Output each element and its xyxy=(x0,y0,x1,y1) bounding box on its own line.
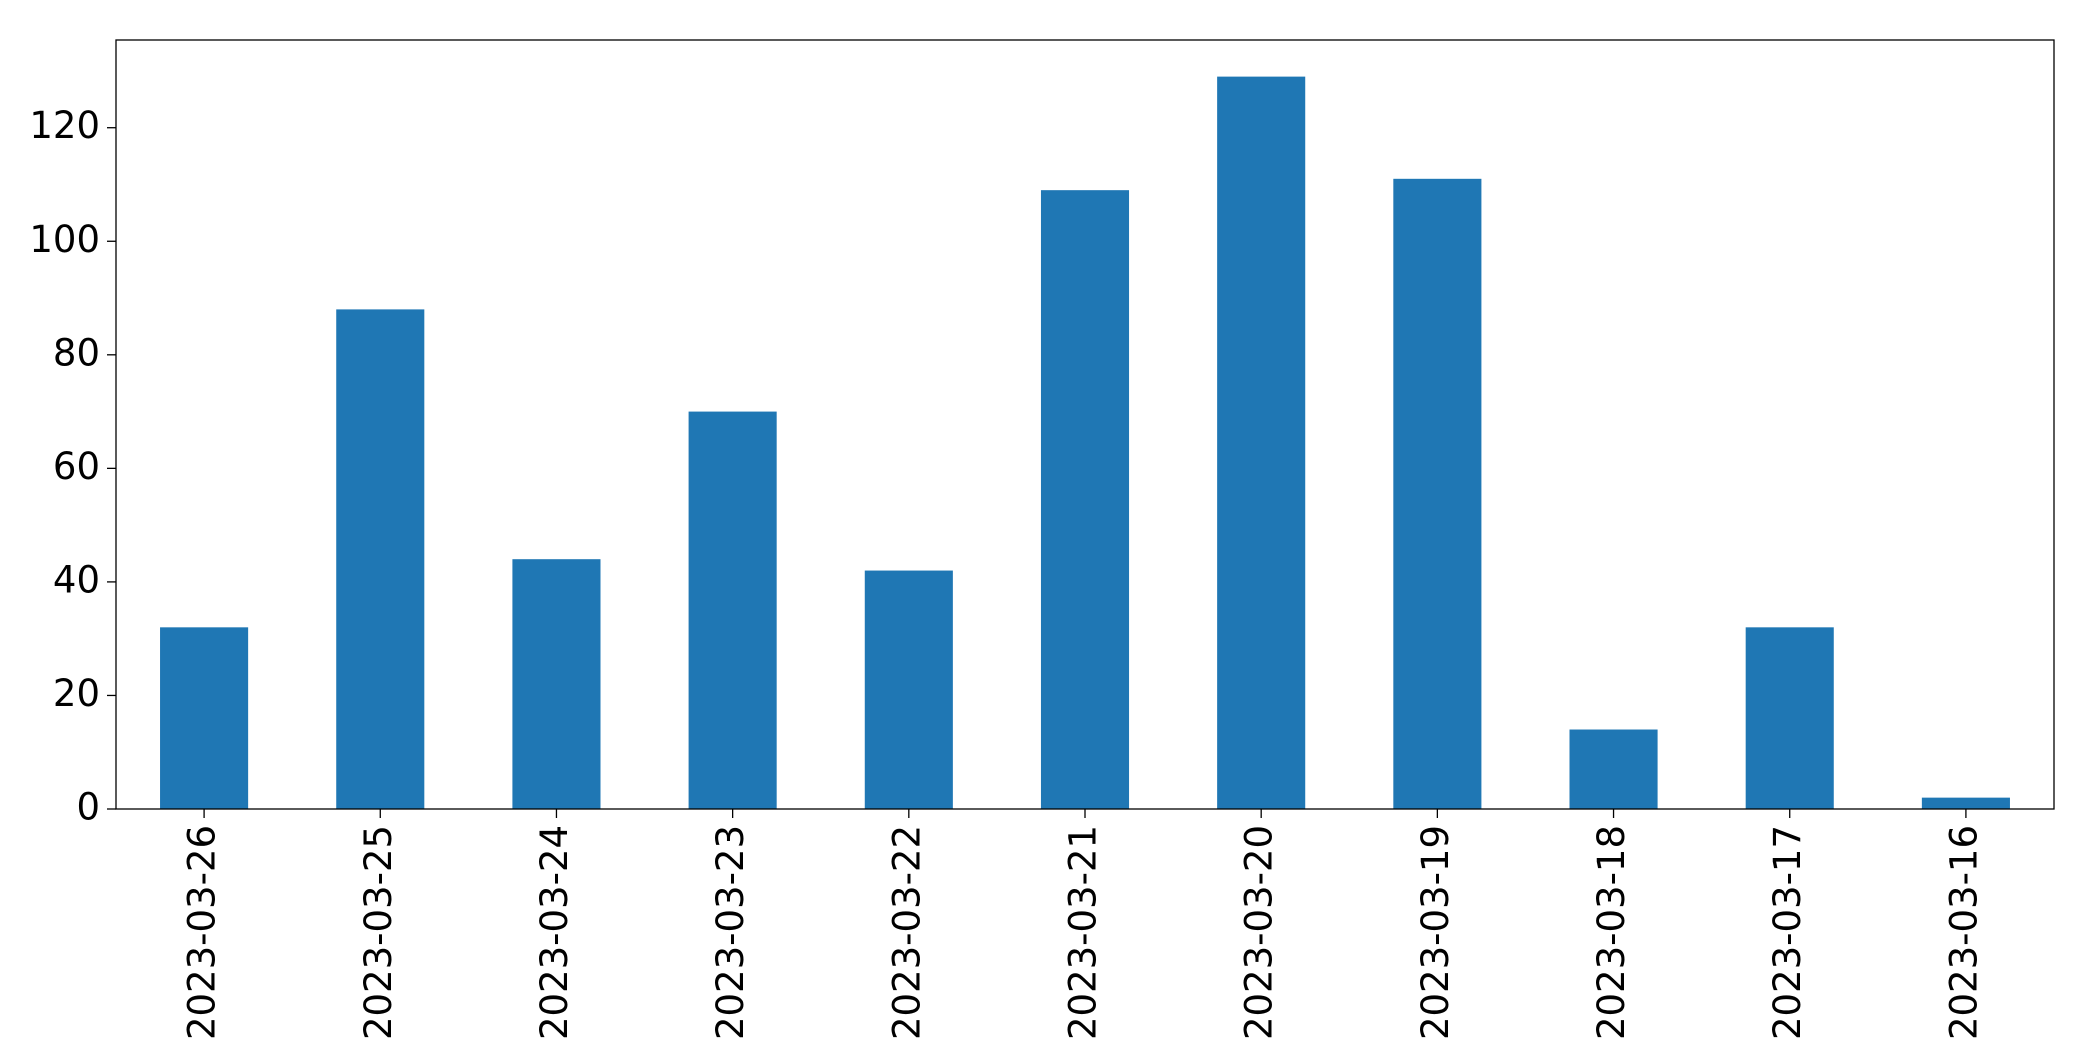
bar xyxy=(1393,178,1482,809)
x-tick-label: 2023-03-18 xyxy=(1590,825,1633,1040)
y-tick-label: 80 xyxy=(53,331,100,374)
bar xyxy=(1217,76,1306,810)
bar xyxy=(160,627,249,809)
y-tick-label: 120 xyxy=(29,104,100,147)
y-tick-label: 0 xyxy=(76,786,100,829)
x-tick-label: 2023-03-21 xyxy=(1062,825,1105,1040)
x-tick-label: 2023-03-26 xyxy=(181,825,224,1040)
x-tick-label: 2023-03-17 xyxy=(1766,825,1809,1040)
y-tick-label: 100 xyxy=(29,218,100,261)
x-tick-label: 2023-03-16 xyxy=(1942,825,1985,1040)
x-tick-label: 2023-03-25 xyxy=(357,825,400,1040)
x-tick-label: 2023-03-23 xyxy=(709,825,752,1040)
bar xyxy=(688,411,777,809)
y-tick-label: 40 xyxy=(53,558,100,601)
bar xyxy=(1921,797,2010,809)
x-tick-label: 2023-03-22 xyxy=(885,825,928,1040)
x-tick-label: 2023-03-24 xyxy=(533,825,576,1040)
x-tick-label: 2023-03-20 xyxy=(1238,825,1281,1040)
bar xyxy=(1569,729,1658,809)
x-tick-label: 2023-03-19 xyxy=(1414,825,1457,1040)
y-tick-label: 60 xyxy=(53,445,100,488)
bar xyxy=(1745,627,1834,809)
bar xyxy=(864,570,953,809)
bar xyxy=(336,309,425,809)
plot-frame xyxy=(115,39,2055,810)
bar xyxy=(1040,190,1130,809)
bar xyxy=(512,559,601,809)
y-tick-label: 20 xyxy=(53,672,100,715)
